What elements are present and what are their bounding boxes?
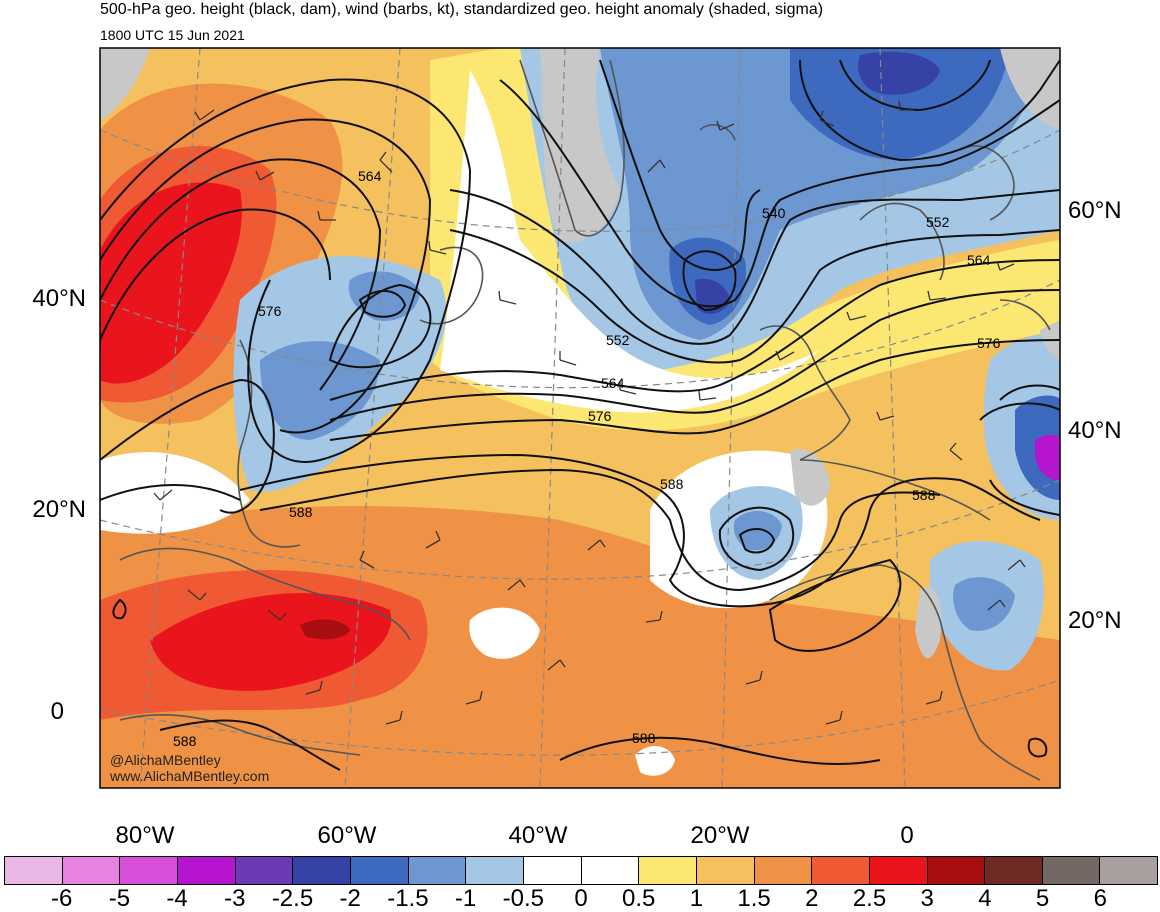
colorbar-tick-label: -6 — [51, 885, 73, 912]
anomaly-trough-north-3 — [790, 48, 1010, 160]
lat-label-left: 20°N — [32, 496, 86, 523]
anomaly-trough-north-core — [858, 51, 940, 95]
colorbar-tick-label: 1.5 — [737, 885, 771, 912]
anomaly-caribbean-peak — [300, 619, 350, 640]
coastlines — [119, 59, 1051, 781]
colorbar-tick-label: -1 — [454, 885, 477, 912]
lon-label: 20°W — [690, 822, 750, 849]
lat-label-left: 40°N — [32, 285, 86, 312]
colorbar-tick-label: 3 — [920, 885, 934, 912]
contour-label: 564 — [601, 375, 625, 391]
colorbar-swatch — [927, 857, 986, 884]
anomaly-neutral-gulf — [100, 452, 250, 534]
lon-label: 60°W — [317, 822, 377, 849]
colorbar-swatch — [1042, 857, 1101, 884]
colorbar-swatch — [869, 857, 928, 884]
lat-label-left: 0 — [50, 698, 64, 725]
anomaly-neutral-north — [440, 70, 820, 413]
credit-site: www.AlichaMBentley.com — [110, 768, 270, 784]
colorbar-tick-label: 6 — [1093, 885, 1107, 912]
colorbar-tick-label: 2.5 — [852, 885, 887, 912]
contour-label: 588 — [632, 730, 656, 746]
map-frame — [99, 47, 1061, 789]
anomaly-east-trough-core — [1035, 435, 1060, 481]
height-contours — [100, 59, 1060, 771]
colorbar-tick-label: -3 — [224, 885, 246, 912]
lat-label-right: 20°N — [1068, 607, 1122, 634]
lon-label: 40°W — [508, 822, 568, 849]
colorbar-tick-label: 0 — [574, 885, 588, 912]
contour-label: 564 — [358, 168, 382, 184]
contour-label: 588 — [912, 487, 936, 503]
contour-label: 552 — [606, 332, 630, 348]
colorbar-swatch — [466, 857, 524, 884]
anomaly-hole — [469, 607, 540, 659]
colorbar-swatch — [293, 857, 351, 884]
colorbar-swatch — [235, 857, 294, 884]
colorbar-tick-label: -0.5 — [502, 885, 544, 912]
contour-label: 564 — [967, 252, 991, 268]
contour-label: 588 — [660, 476, 684, 492]
colorbar-tick-label: 4 — [978, 885, 992, 912]
colorbar-swatch — [696, 857, 755, 884]
contour-label: 576 — [977, 335, 1001, 351]
colorbar-swatch — [985, 857, 1043, 884]
colorbar-swatch — [812, 857, 870, 884]
contour-label: 552 — [926, 214, 950, 230]
colorbar-swatch — [408, 857, 467, 884]
colorbar-swatch — [1100, 857, 1158, 884]
colorbar-tick-label: 1 — [689, 885, 704, 912]
colorbar-swatch — [639, 857, 697, 884]
colorbar-tick-label: 5 — [1035, 885, 1050, 912]
colorbar-swatch — [62, 857, 121, 884]
contour-label: 588 — [173, 733, 197, 749]
map-title: 500-hPa geo. height (black, dam), wind (… — [100, 1, 824, 18]
lon-label: 0 — [900, 822, 914, 849]
valid-time: 1800 UTC 15 Jun 2021 — [100, 27, 245, 43]
colorbar — [4, 856, 1158, 885]
colorbar-tick-label: -2.5 — [271, 885, 314, 912]
colorbar-tick-label: 2 — [805, 885, 819, 912]
lat-label-right: 60°N — [1068, 197, 1122, 224]
colorbar-tick-label: -4 — [166, 885, 188, 912]
colorbar-tick-label: -1.5 — [387, 885, 429, 912]
anomaly-hole-south — [635, 745, 675, 776]
colorbar-tick-label: -5 — [108, 885, 131, 912]
lon-label: 80°W — [115, 822, 175, 849]
colorbar-swatch — [120, 857, 178, 884]
colorbar-swatch — [523, 857, 582, 884]
contour-label-group: 564 576 540 552 564 576 552 564 576 588 … — [173, 168, 1001, 749]
colorbar-swatch — [350, 857, 409, 884]
credit-handle: @AlichaMBentley — [110, 752, 221, 768]
terrain-mask-atlas — [790, 449, 830, 506]
wind-barbs — [153, 100, 1026, 725]
colorbar-swatch — [177, 857, 236, 884]
colorbar-tick-label: 0.5 — [622, 885, 656, 912]
anomaly-ridge-west-core — [100, 182, 242, 384]
anomaly-caribbean-core — [150, 593, 392, 691]
contour-label: 588 — [289, 504, 313, 520]
colorbar-swatch — [5, 857, 63, 884]
colorbar-tick-label: -2 — [339, 885, 361, 912]
contour-label: 576 — [258, 303, 282, 319]
colorbar-swatch — [754, 857, 813, 884]
colorbar-swatch — [581, 857, 640, 884]
contour-label: 576 — [588, 408, 612, 424]
terrain-mask-nw — [100, 48, 150, 120]
anomaly-cutoff-core — [733, 510, 782, 551]
anomaly-arabia-core — [953, 577, 1015, 631]
contour-label: 540 — [762, 205, 786, 221]
lat-label-right: 40°N — [1068, 417, 1122, 444]
